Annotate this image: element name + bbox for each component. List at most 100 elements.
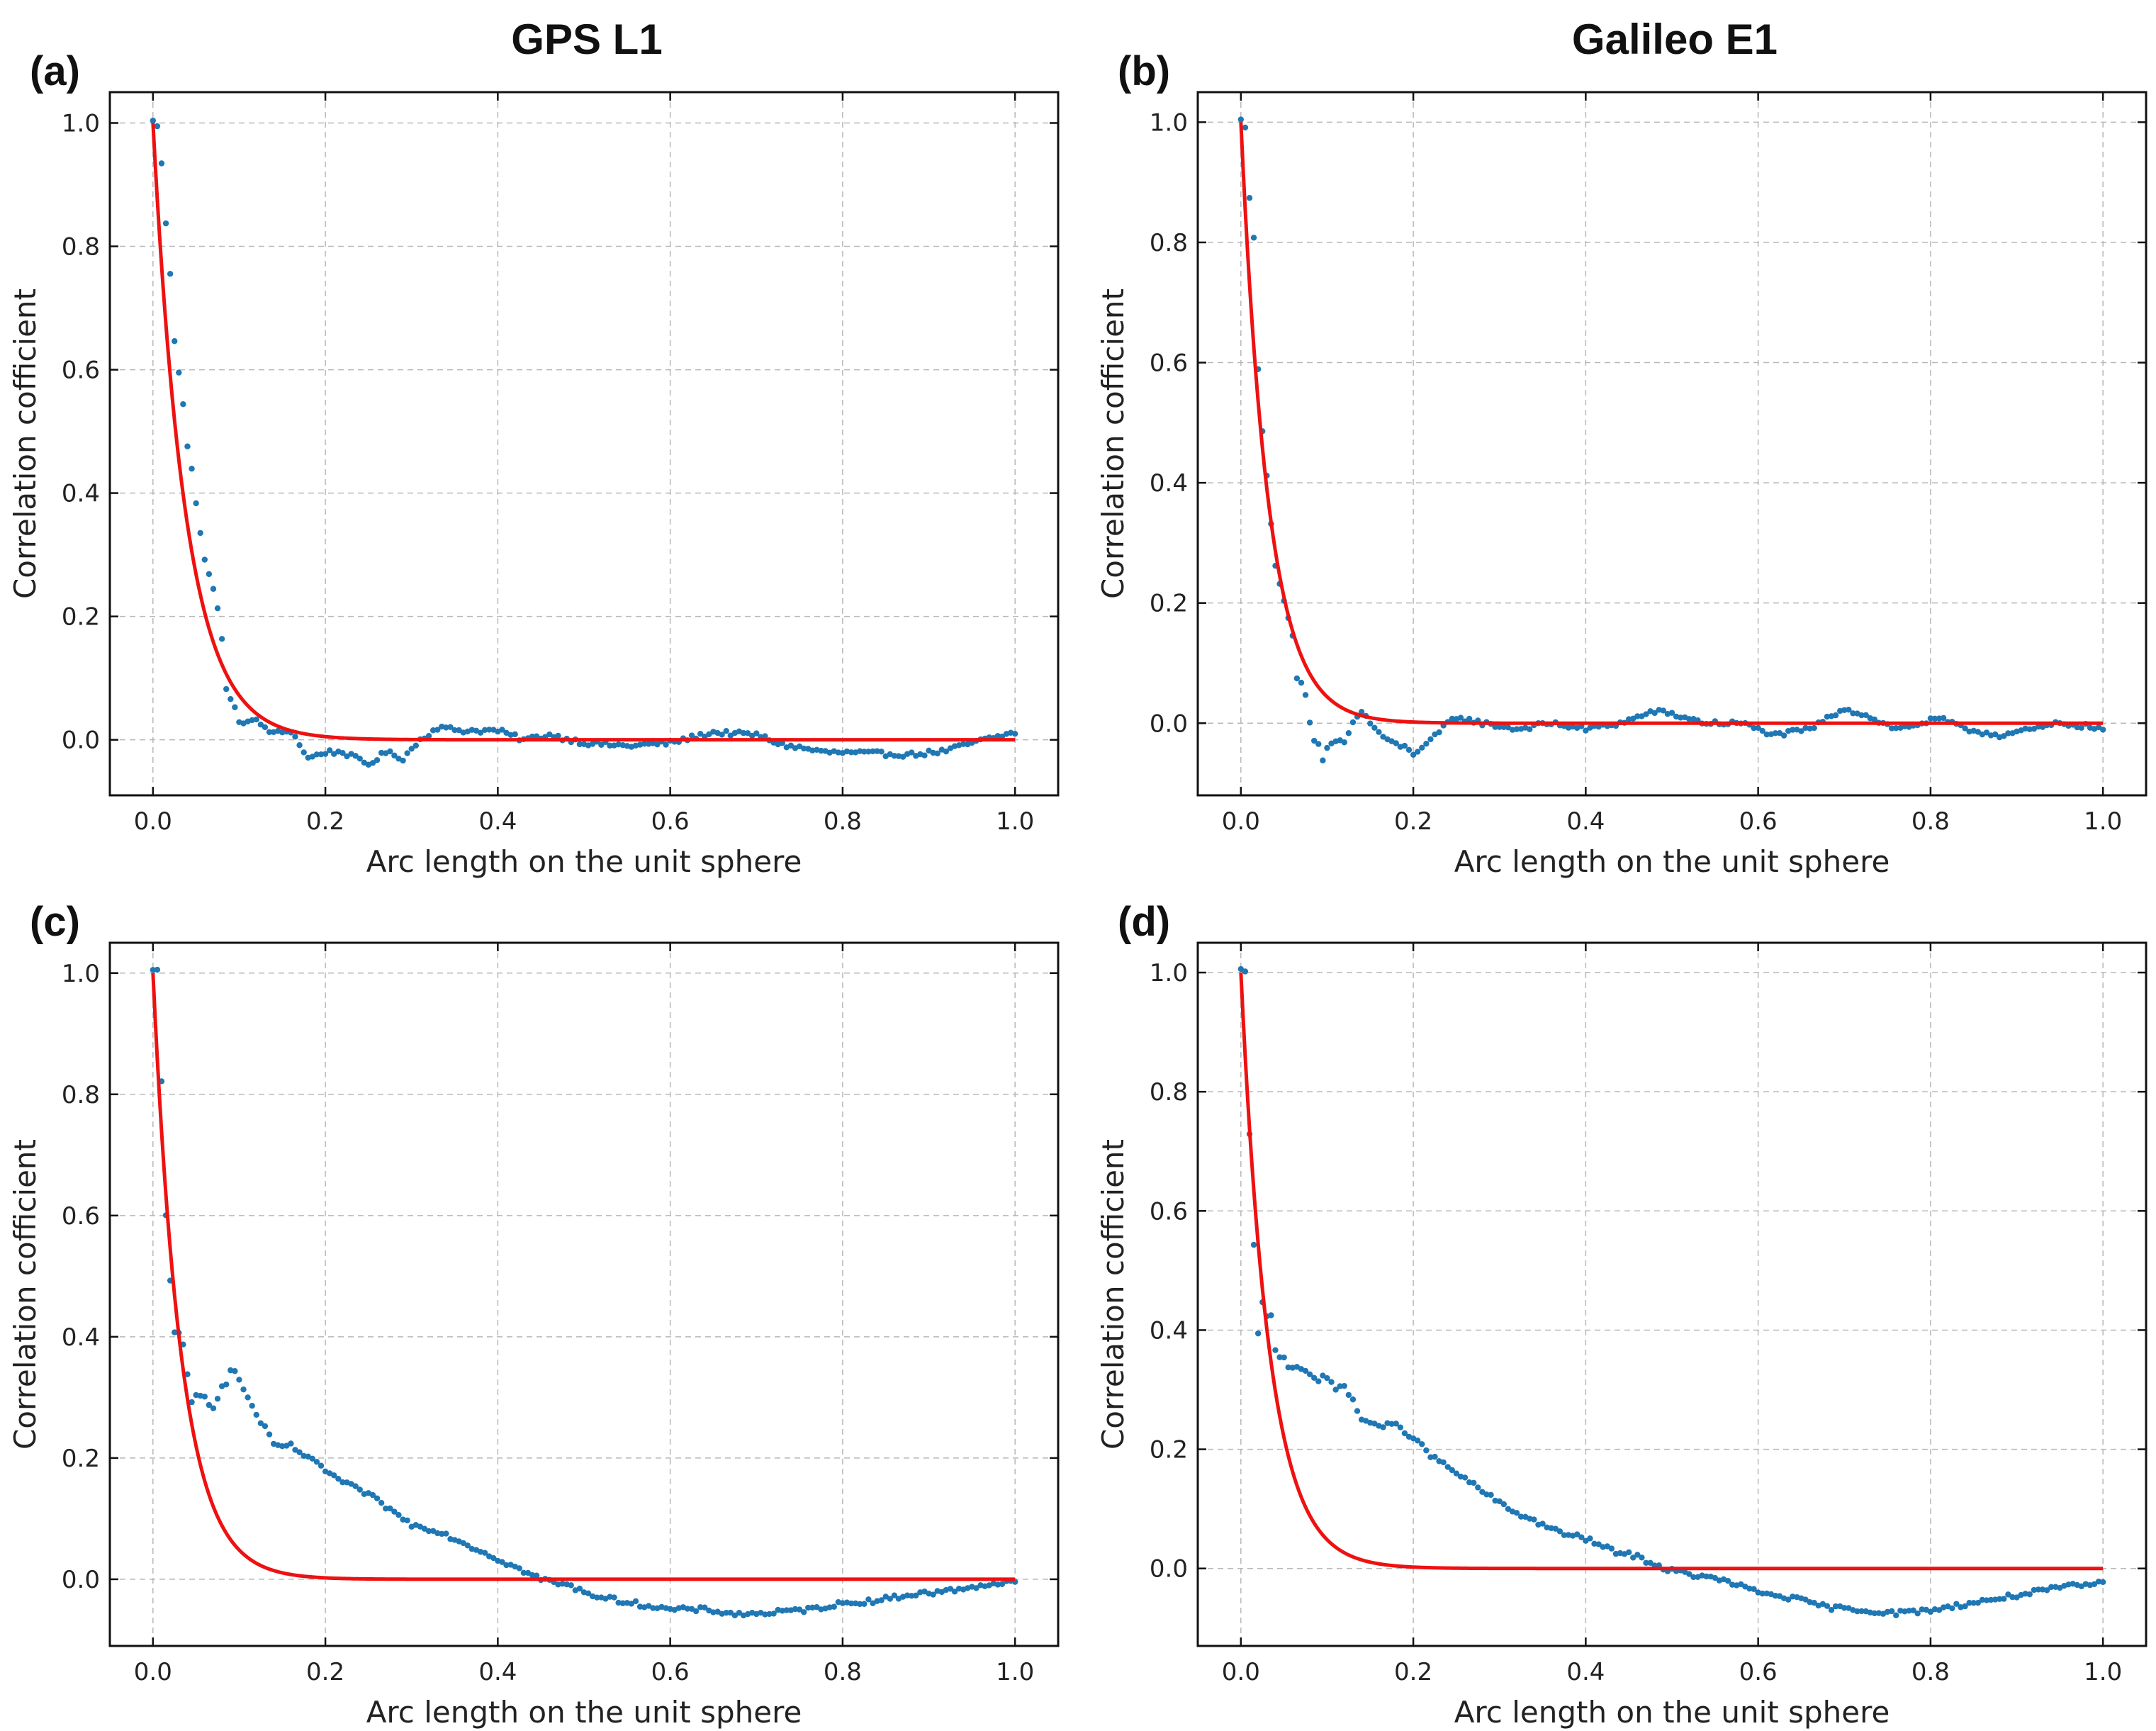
data-point — [223, 685, 230, 693]
data-point — [1246, 195, 1253, 201]
data-point — [1975, 729, 1982, 735]
fit-curve — [1239, 972, 2104, 1571]
data-point — [429, 727, 437, 734]
data-point — [499, 1559, 505, 1565]
data-point — [1712, 1574, 1719, 1581]
y-tick-label: 0.6 — [62, 1202, 100, 1231]
plot-frame — [1196, 91, 2147, 797]
data-point — [313, 1459, 320, 1465]
data-point — [352, 753, 359, 759]
data-point — [1824, 1603, 1831, 1609]
data-point — [443, 724, 449, 731]
data-point — [1832, 712, 1839, 719]
data-point — [1690, 1574, 1697, 1581]
data-point — [481, 727, 488, 733]
data-point — [1686, 716, 1692, 722]
data-point — [180, 401, 186, 408]
data-point — [1341, 1382, 1347, 1389]
data-point — [736, 1610, 743, 1616]
data-point — [2078, 724, 2084, 732]
data-point — [262, 724, 269, 731]
data-point — [257, 1420, 264, 1427]
data-point — [150, 117, 157, 124]
data-point — [1790, 727, 1796, 733]
data-point — [848, 749, 855, 756]
data-point — [1479, 1489, 1486, 1495]
data-point — [2001, 733, 2007, 739]
data-point — [292, 734, 298, 740]
data-point — [753, 730, 760, 736]
data-point — [1337, 1383, 1343, 1389]
data-point — [1242, 968, 1249, 975]
data-point — [1841, 707, 1848, 713]
data-point — [904, 1592, 911, 1598]
data-point — [805, 1604, 812, 1611]
data-point — [197, 530, 203, 537]
data-point — [383, 1506, 389, 1512]
data-point — [167, 271, 174, 277]
data-point — [1919, 1606, 1925, 1613]
data-point — [1962, 725, 1968, 732]
data-point — [1376, 729, 1382, 735]
data-point — [1759, 1590, 1765, 1597]
y-tick-label: 0.8 — [62, 233, 100, 262]
data-point — [727, 1609, 734, 1616]
data-point — [874, 748, 880, 754]
data-point — [1527, 726, 1533, 732]
data-point — [1578, 1534, 1585, 1540]
x-tick-label: 0.0 — [134, 1658, 172, 1686]
data-point — [909, 749, 915, 756]
y-tick-label: 0.8 — [62, 1081, 100, 1109]
data-point — [2099, 727, 2106, 733]
data-point — [1785, 1596, 1792, 1603]
data-point — [443, 1530, 449, 1537]
data-point — [326, 747, 333, 754]
data-point — [2014, 1594, 2020, 1601]
data-point — [1914, 1610, 1921, 1617]
data-point — [1583, 727, 1589, 734]
x-tick-label: 0.4 — [1566, 1658, 1605, 1686]
data-point — [1634, 713, 1641, 719]
data-point — [1888, 1608, 1895, 1615]
data-point — [344, 753, 350, 760]
data-point — [818, 747, 824, 754]
data-point — [1772, 1593, 1779, 1599]
data-point — [1846, 707, 1852, 713]
data-point — [1011, 730, 1018, 737]
data-point — [684, 1606, 691, 1612]
panel-label: (d) — [1118, 899, 1170, 945]
x-tick-label: 0.0 — [1222, 807, 1260, 836]
data-point — [1724, 1577, 1731, 1584]
data-point — [1668, 710, 1675, 716]
data-point — [499, 727, 505, 733]
x-tick-label: 0.2 — [306, 1658, 344, 1686]
data-point — [210, 586, 217, 592]
scatter-series — [1237, 116, 2106, 763]
data-point — [1475, 1484, 1481, 1491]
data-point — [232, 704, 238, 710]
data-point — [1371, 724, 1378, 731]
data-point — [369, 760, 376, 766]
y-axis-label: Correlation cofficient — [8, 288, 43, 599]
data-point — [1634, 1552, 1641, 1558]
y-tick-label: 0.2 — [62, 1445, 100, 1473]
data-point — [206, 1401, 213, 1408]
y-tick-label: 0.0 — [1150, 1555, 1188, 1584]
data-point — [1419, 744, 1425, 751]
data-point — [1358, 708, 1365, 715]
data-point — [930, 1591, 936, 1598]
data-point — [451, 727, 458, 734]
data-point — [193, 500, 199, 507]
data-point — [865, 1596, 872, 1603]
data-point — [899, 754, 906, 760]
fit-curve — [151, 123, 1016, 742]
data-point — [201, 556, 208, 563]
data-point — [1397, 1424, 1404, 1430]
data-point — [1647, 1559, 1654, 1567]
data-point — [1242, 124, 1249, 131]
data-point — [619, 1600, 626, 1606]
data-point — [848, 1600, 855, 1607]
data-point — [1306, 719, 1313, 726]
data-point — [1466, 715, 1473, 722]
x-tick-label: 0.2 — [1394, 807, 1432, 836]
